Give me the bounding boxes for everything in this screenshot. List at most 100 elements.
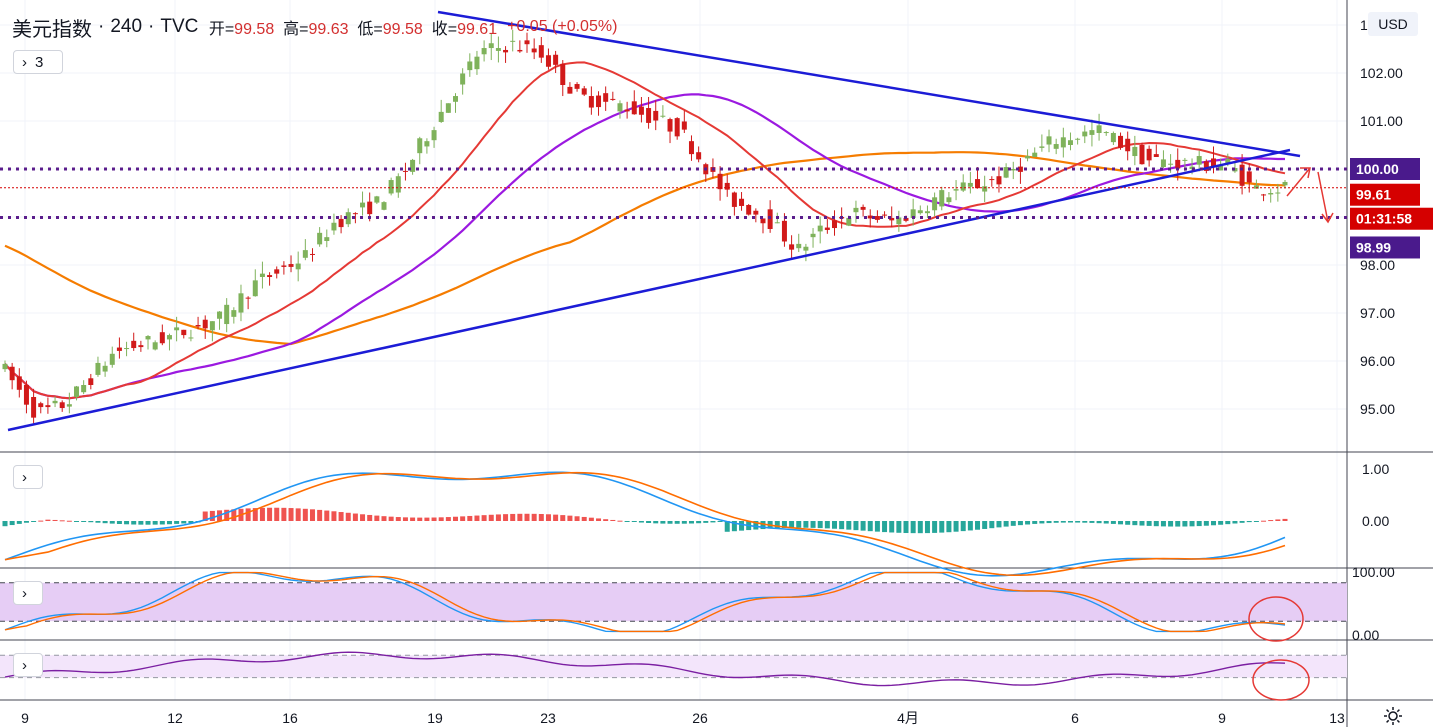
candle: [531, 38, 537, 60]
candle: [910, 198, 916, 226]
candle: [1075, 137, 1081, 145]
price-label-text: 100.00: [1356, 161, 1399, 177]
price-tick-label: 97.00: [1360, 305, 1395, 321]
macd-histogram-bar: [967, 521, 973, 531]
macd-histogram-bar: [95, 521, 101, 523]
macd-histogram-bar: [710, 521, 716, 523]
macd-histogram-bar: [331, 511, 337, 521]
macd-histogram-bar: [1010, 521, 1016, 526]
candle: [874, 210, 880, 223]
candle: [410, 158, 416, 175]
candle: [338, 215, 344, 234]
close-label: 收=: [431, 21, 458, 38]
macd-histogram-bar: [831, 521, 837, 529]
candle: [1118, 132, 1124, 150]
macd-histogram-bar: [717, 521, 723, 522]
symbol-name[interactable]: 美元指数: [12, 18, 92, 41]
macd-histogram-bar: [1003, 521, 1009, 527]
candle: [510, 29, 516, 52]
macd-histogram-bar: [1089, 521, 1095, 523]
macd-histogram-bar: [1218, 521, 1224, 525]
candle: [746, 204, 752, 216]
ma-fast-line: [4, 93, 1285, 400]
macd-histogram-bar: [1053, 521, 1059, 523]
candle: [753, 208, 759, 223]
candle: [188, 329, 194, 342]
currency-button[interactable]: USD: [1368, 12, 1418, 36]
candle: [88, 373, 94, 390]
price-tick-label: 98.00: [1360, 257, 1395, 273]
candle: [946, 192, 952, 205]
macd-pane-toggle[interactable]: ›: [13, 465, 43, 489]
time-tick-label: 9: [21, 710, 29, 726]
candle: [52, 396, 58, 408]
interval-label[interactable]: 240: [110, 16, 143, 37]
candle: [882, 211, 888, 218]
candle: [1210, 146, 1216, 174]
candle: [453, 93, 459, 113]
macd-histogram-bar: [874, 521, 880, 532]
macd-histogram-bar: [1075, 521, 1081, 523]
macd-histogram-bar: [903, 521, 909, 534]
macd-signal-line: [4, 471, 1286, 576]
macd-histogram-bar: [545, 514, 551, 521]
candle: [295, 251, 301, 282]
macd-histogram-bar: [1103, 521, 1109, 524]
candle: [831, 210, 837, 236]
indicators-toggle-button[interactable]: › 3: [13, 50, 63, 74]
candle: [288, 255, 294, 273]
macd-histogram-bar: [538, 514, 544, 521]
macd-histogram-bar: [560, 515, 566, 521]
macd-histogram-bar: [731, 521, 737, 532]
candle: [731, 191, 737, 216]
candle: [674, 117, 680, 140]
macd-histogram-bar: [1168, 521, 1174, 527]
candle: [624, 101, 630, 119]
annotation-circle: [1252, 659, 1310, 701]
macd-histogram-bar: [753, 521, 759, 530]
macd-histogram-bar: [16, 521, 22, 524]
candle: [445, 103, 451, 113]
candle: [395, 173, 401, 198]
candle: [574, 82, 580, 92]
candle: [1017, 157, 1023, 184]
macd-histogram-bar: [288, 508, 294, 521]
candle: [553, 50, 559, 73]
candle: [374, 195, 380, 205]
macd-histogram-bar: [574, 516, 580, 521]
candle: [23, 380, 29, 414]
stoch-pane-toggle[interactable]: ›: [13, 581, 43, 605]
candle: [1096, 113, 1102, 141]
macd-histogram-bar: [660, 521, 666, 524]
macd-histogram-bar: [781, 521, 787, 529]
macd-histogram-bar: [410, 517, 416, 521]
candle: [381, 201, 387, 211]
macd-histogram-bar: [503, 514, 509, 521]
candle: [460, 68, 466, 95]
macd-histogram-bar: [345, 512, 351, 521]
candle: [109, 346, 115, 368]
candle: [810, 228, 816, 248]
candle: [1146, 145, 1152, 167]
candle: [1139, 142, 1145, 165]
candle: [967, 171, 973, 194]
macd-histogram-bar: [596, 518, 602, 521]
candle: [45, 397, 51, 414]
macd-histogram-bar: [1025, 521, 1031, 525]
candle: [1003, 163, 1009, 179]
gear-icon[interactable]: [1382, 705, 1404, 727]
macd-histogram-bar: [231, 509, 237, 521]
candle: [9, 362, 15, 390]
candle: [1053, 138, 1059, 155]
candle: [159, 324, 165, 346]
time-tick-label: 19: [427, 710, 443, 726]
candle: [74, 385, 80, 401]
indicator-count: 3: [35, 53, 44, 71]
rsi-pane-toggle[interactable]: ›: [13, 653, 43, 677]
macd-histogram-bar: [374, 515, 380, 521]
close-value: 99.61: [457, 21, 498, 38]
macd-histogram-bar: [803, 521, 809, 528]
macd-histogram-bar: [453, 516, 459, 521]
macd-histogram-bar: [939, 521, 945, 533]
